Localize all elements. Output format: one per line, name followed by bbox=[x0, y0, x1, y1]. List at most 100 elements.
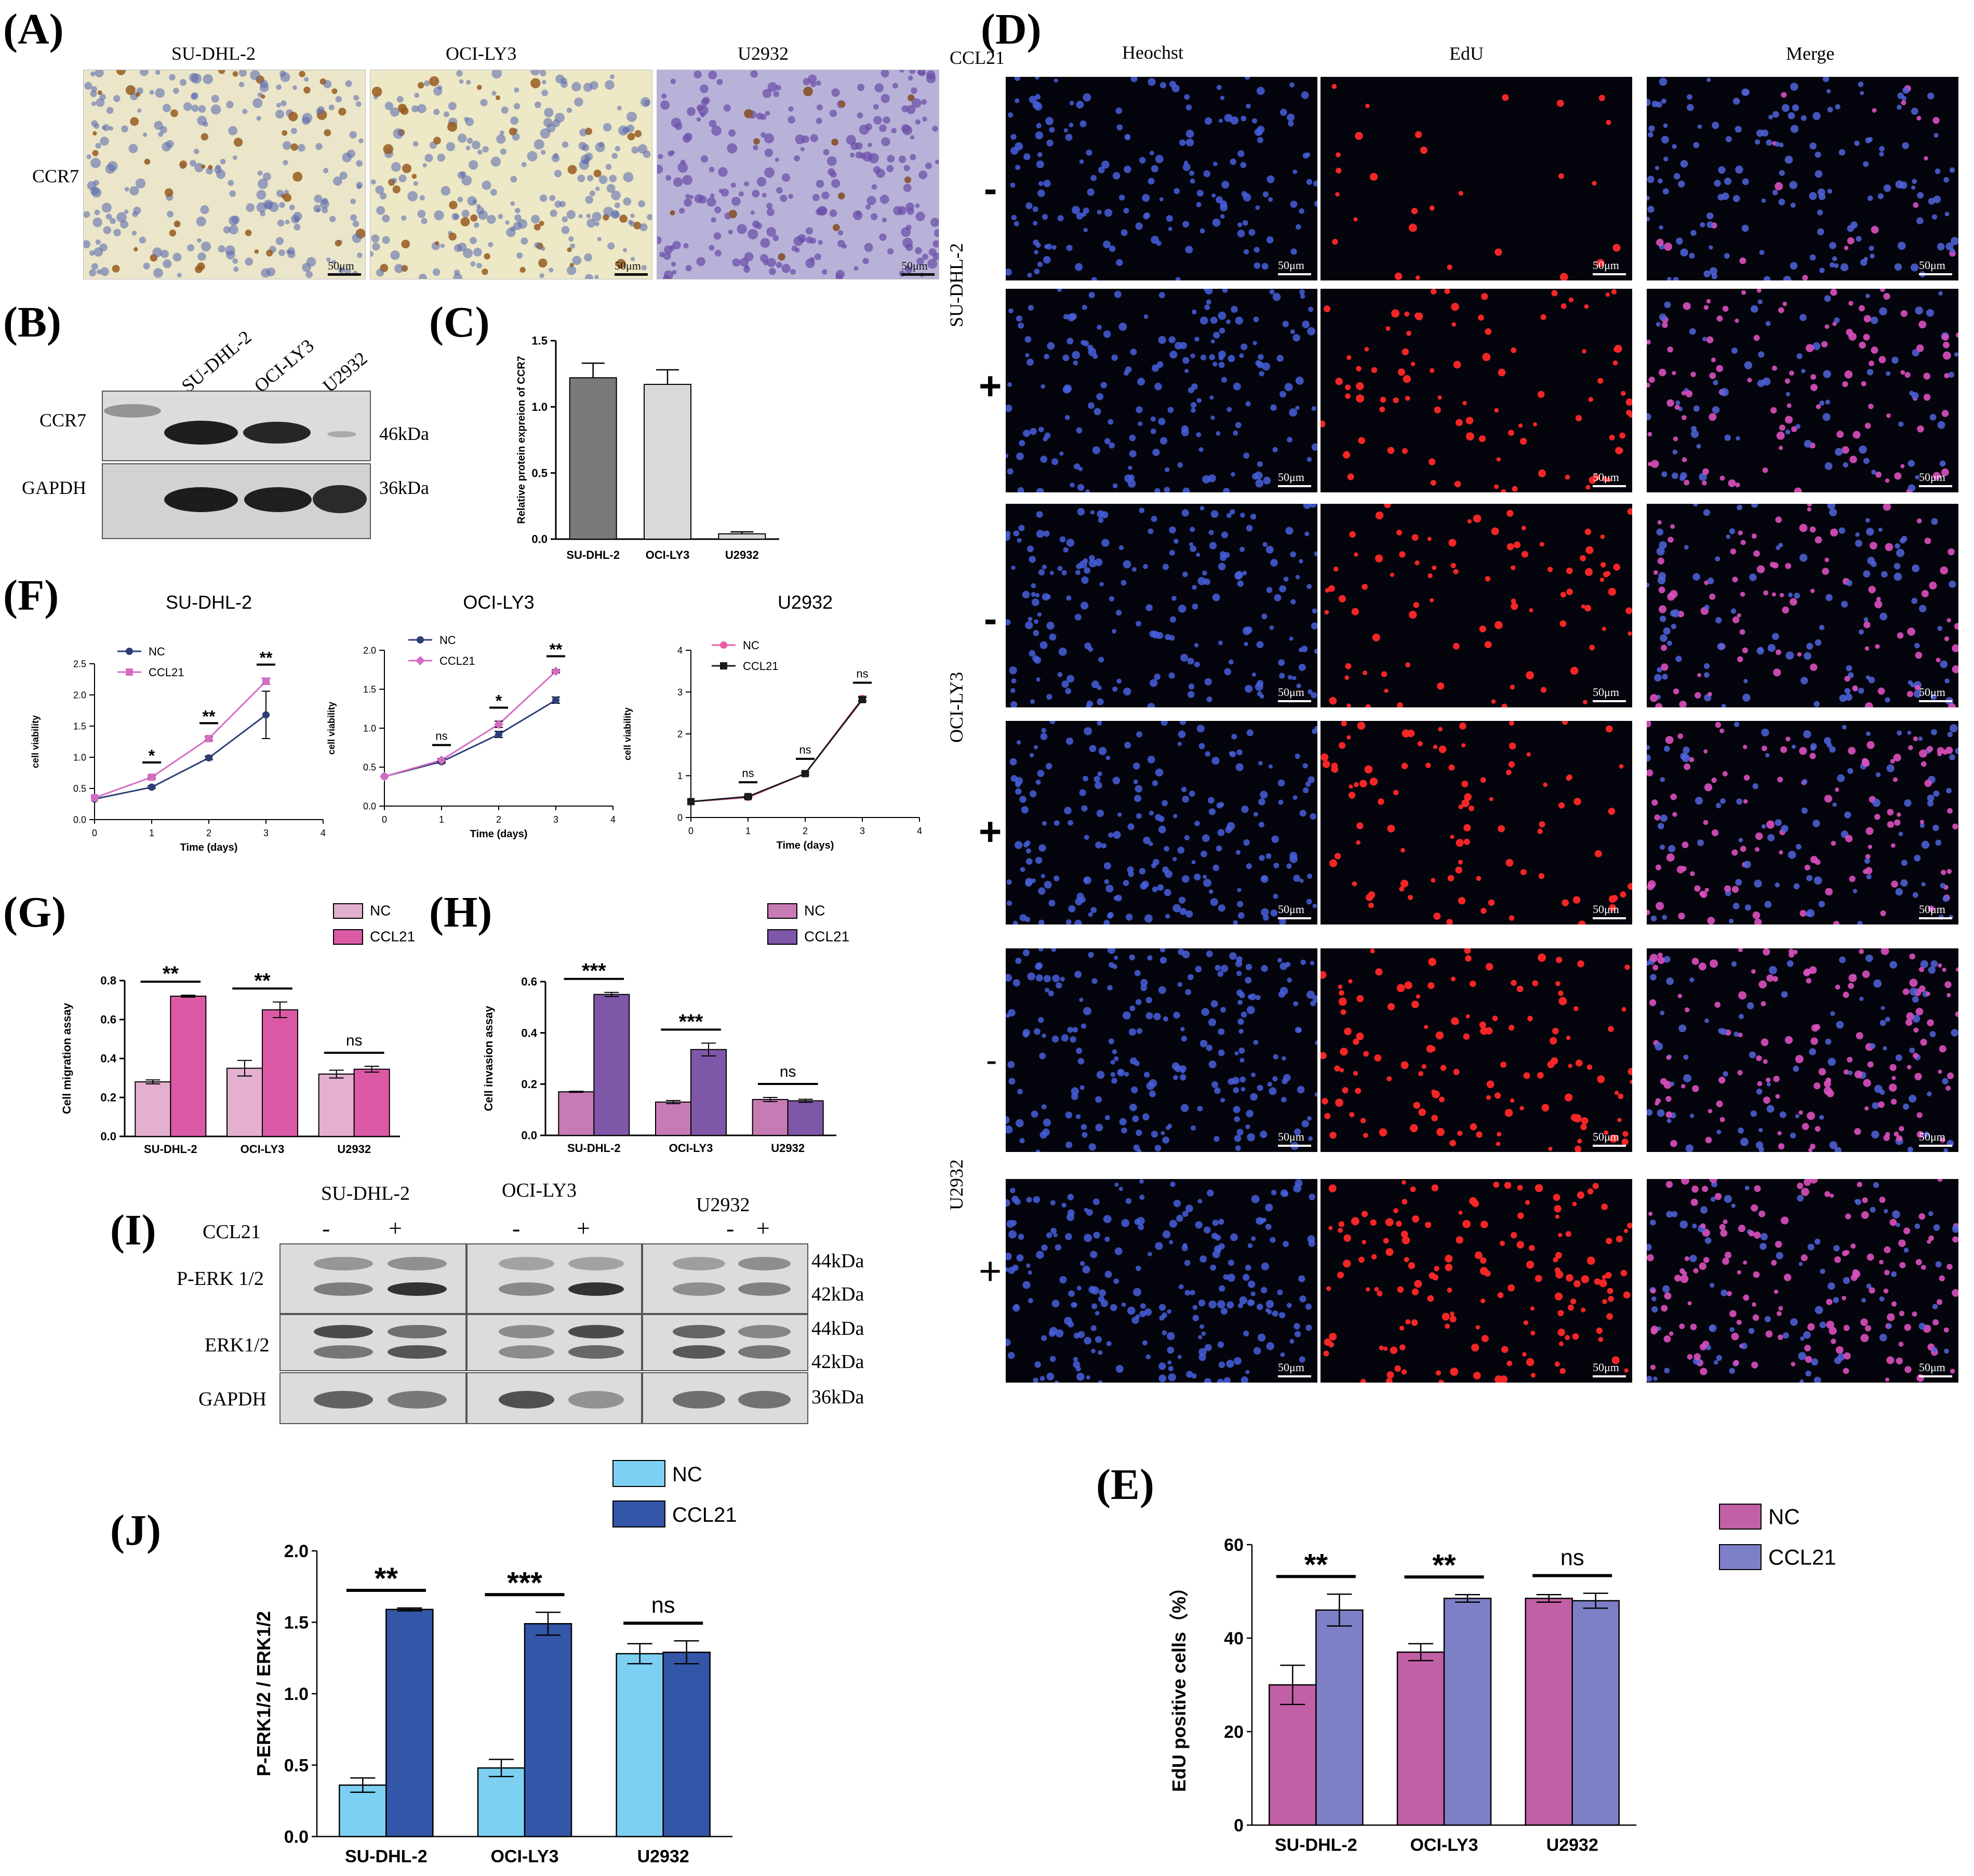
cell bbox=[1306, 457, 1312, 462]
cell bbox=[1136, 1028, 1143, 1034]
cell bbox=[1728, 479, 1736, 487]
cell bbox=[1839, 956, 1846, 963]
cell bbox=[1799, 314, 1807, 321]
cell bbox=[1657, 667, 1662, 673]
cell bbox=[1908, 460, 1915, 467]
cell bbox=[1767, 644, 1776, 652]
cell bbox=[1251, 672, 1256, 677]
cell bbox=[1226, 407, 1232, 412]
cell bbox=[781, 264, 791, 273]
cell bbox=[1055, 1244, 1062, 1251]
cell bbox=[1876, 597, 1881, 601]
cell bbox=[1887, 821, 1894, 828]
cell bbox=[1218, 1218, 1224, 1225]
cell bbox=[1886, 764, 1895, 772]
cell bbox=[766, 203, 773, 209]
cell bbox=[304, 77, 309, 82]
cell bbox=[1726, 534, 1730, 539]
cell bbox=[1335, 192, 1340, 197]
cell bbox=[1028, 1270, 1032, 1275]
cell bbox=[1299, 559, 1303, 564]
cell bbox=[1114, 1056, 1119, 1062]
cell bbox=[1620, 891, 1626, 898]
cell bbox=[1043, 975, 1051, 983]
cell bbox=[1919, 820, 1925, 824]
cell bbox=[1605, 292, 1610, 297]
cell bbox=[1729, 1310, 1737, 1318]
cell bbox=[1453, 569, 1459, 574]
cell bbox=[1865, 702, 1873, 707]
cell bbox=[1098, 1350, 1103, 1355]
cell bbox=[1235, 763, 1244, 771]
cell bbox=[1037, 152, 1043, 157]
cell bbox=[1866, 874, 1872, 880]
cell bbox=[1776, 649, 1781, 655]
cell bbox=[1578, 920, 1586, 924]
cell bbox=[1269, 1087, 1277, 1095]
cell bbox=[1034, 269, 1040, 275]
cell bbox=[1916, 344, 1924, 352]
cell bbox=[1034, 1361, 1041, 1368]
cell bbox=[862, 258, 869, 264]
cell bbox=[1088, 952, 1094, 958]
cell bbox=[1216, 845, 1222, 852]
cell bbox=[1805, 1370, 1811, 1377]
line-ccl21 bbox=[690, 699, 863, 802]
cell bbox=[1863, 617, 1869, 622]
cell bbox=[1198, 1348, 1207, 1356]
cell bbox=[1210, 1264, 1217, 1271]
cell bbox=[1538, 873, 1545, 879]
cell bbox=[1870, 542, 1877, 550]
cell bbox=[429, 76, 439, 87]
cell bbox=[1028, 304, 1034, 311]
cell bbox=[1784, 378, 1791, 384]
panel-label-a: (A) bbox=[3, 5, 64, 53]
cell bbox=[1628, 1068, 1632, 1076]
cell bbox=[1532, 422, 1538, 427]
cell bbox=[1343, 1234, 1351, 1242]
cell bbox=[1920, 761, 1927, 767]
cell bbox=[193, 149, 199, 154]
cell bbox=[1292, 676, 1297, 680]
cell bbox=[1739, 629, 1745, 635]
cell bbox=[1124, 165, 1131, 173]
cell bbox=[1301, 645, 1308, 652]
cell bbox=[1038, 887, 1046, 895]
cell bbox=[1852, 1270, 1861, 1278]
cell bbox=[584, 253, 593, 262]
cell bbox=[1128, 1028, 1137, 1036]
cell bbox=[315, 143, 323, 150]
cell bbox=[500, 148, 507, 155]
cell bbox=[1781, 92, 1787, 98]
cell bbox=[1323, 1350, 1329, 1357]
cell bbox=[1892, 777, 1898, 782]
cell bbox=[1425, 762, 1431, 769]
cell bbox=[1123, 687, 1131, 696]
cell bbox=[1657, 957, 1665, 964]
cell bbox=[521, 237, 528, 245]
x-axis-label: Time (days) bbox=[180, 842, 238, 853]
cell bbox=[1368, 902, 1374, 908]
cell bbox=[1664, 1292, 1672, 1300]
cell bbox=[1246, 1109, 1253, 1118]
cell bbox=[1566, 1274, 1573, 1282]
edu-image-merge-2: 50μm bbox=[1647, 289, 1958, 492]
cell bbox=[1315, 1040, 1317, 1046]
cell bbox=[1565, 475, 1570, 480]
cell bbox=[1340, 1009, 1346, 1015]
cell bbox=[1101, 539, 1110, 547]
cell bbox=[1401, 762, 1408, 770]
cell bbox=[1109, 442, 1115, 449]
cell bbox=[1118, 194, 1125, 201]
cell bbox=[1568, 297, 1574, 302]
cell bbox=[239, 70, 247, 77]
cell bbox=[1058, 647, 1067, 656]
cell bbox=[1093, 775, 1100, 783]
cell bbox=[1227, 1274, 1235, 1282]
cell bbox=[658, 154, 663, 159]
cell bbox=[1777, 776, 1783, 783]
cell bbox=[1218, 1243, 1225, 1250]
cell bbox=[1761, 129, 1769, 137]
cell bbox=[1843, 1277, 1850, 1284]
cell bbox=[1108, 912, 1114, 918]
